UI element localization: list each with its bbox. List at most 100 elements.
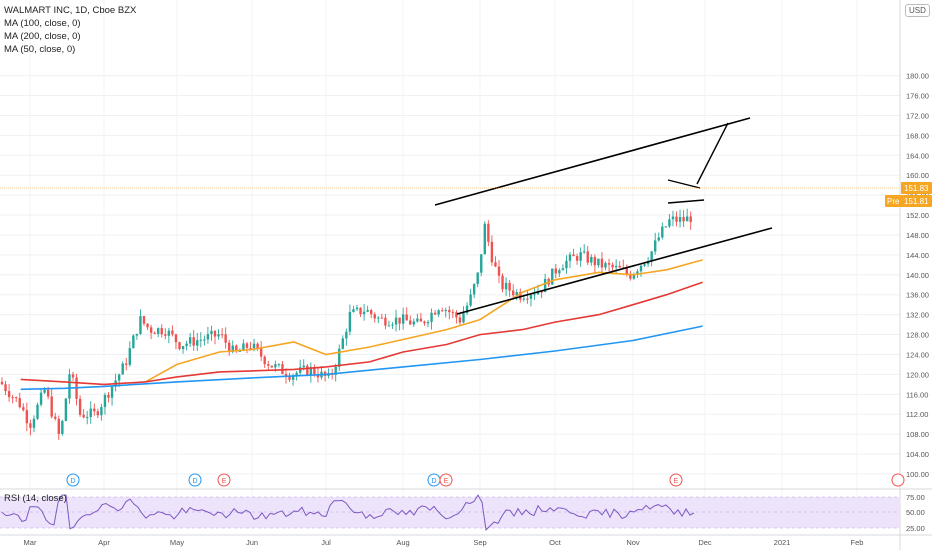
event-marker-label: D (70, 478, 75, 485)
candle-body (203, 339, 206, 341)
candle-body (0, 381, 4, 385)
candle-body (238, 350, 242, 352)
rsi-line (1, 494, 695, 531)
candle-body (462, 313, 465, 323)
candle-body (494, 262, 497, 267)
price-tick-label: 172.00 (906, 111, 929, 120)
candle-body (128, 348, 131, 365)
candle-body (135, 333, 139, 336)
time-tick-label: Sep (473, 538, 486, 547)
candle-body (387, 325, 391, 327)
pre-label: Pre (887, 197, 900, 206)
candle-body (625, 268, 628, 274)
candle-body (554, 268, 557, 274)
candle-body (206, 334, 210, 340)
candle-body (181, 346, 185, 350)
candle-body (348, 311, 352, 332)
price-tick-label: 176.00 (906, 92, 929, 101)
time-tick-label: Jul (321, 538, 331, 547)
candle-body (68, 374, 71, 399)
candle-body (398, 317, 401, 324)
candle-body (142, 316, 146, 324)
candle-body (245, 343, 249, 348)
candle-body (267, 364, 270, 366)
price-tick-label: 164.00 (906, 151, 929, 160)
candle-body (515, 292, 518, 296)
candle-body (593, 256, 597, 266)
rsi-tick-label: 25.00 (906, 524, 925, 533)
candle-body (171, 330, 174, 335)
candle-body (125, 363, 128, 365)
candle-body (107, 394, 110, 398)
candle-body (316, 374, 320, 378)
candle-body (543, 278, 547, 293)
event-marker-label: E (222, 478, 227, 485)
candle-body (568, 254, 572, 261)
candle-body (192, 337, 195, 346)
pennant-top-line[interactable] (667, 179, 701, 189)
candle-body (15, 397, 18, 399)
candle-body (472, 284, 476, 295)
candle-body (196, 340, 199, 346)
time-tick-label: Apr (98, 538, 110, 547)
upper-channel-line[interactable] (434, 117, 751, 206)
rsi-band (0, 497, 900, 528)
price-tick-label: 160.00 (906, 171, 929, 180)
legend-ma50: MA (50, close, 0) (4, 44, 76, 55)
candle-body (93, 408, 96, 412)
candle-body (217, 334, 220, 337)
time-tick-label: Jun (246, 538, 258, 547)
candle-body (391, 324, 394, 326)
candle-body (476, 272, 479, 285)
price-axis[interactable]: 100.00 104.00 108.00 112.00 116.00 120.00 124.… (899, 0, 929, 550)
candle-body (646, 261, 650, 265)
candle-body (370, 310, 373, 315)
candle-body (61, 420, 64, 434)
candle-body (394, 317, 398, 325)
event-marker-label: D (192, 478, 197, 485)
currency-badge[interactable]: USD (905, 4, 930, 17)
rsi-tick-label: 75.00 (906, 493, 925, 502)
candle-body (228, 342, 231, 353)
time-tick-label: Mar (24, 538, 37, 547)
candle-body (590, 256, 593, 263)
candle-body (270, 365, 273, 368)
lower-channel-line[interactable] (456, 227, 773, 315)
price-tick-label: 116.00 (906, 390, 928, 399)
candle-body (284, 373, 288, 377)
candle-body (43, 389, 46, 393)
candle-body (508, 282, 511, 291)
candle-body (529, 295, 533, 299)
candle-body (110, 386, 114, 398)
pennant-bottom-line[interactable] (667, 199, 705, 204)
price-tick-label: 168.00 (906, 131, 929, 140)
candle-body (362, 311, 366, 315)
time-tick-label: Oct (549, 538, 562, 547)
candle-body (32, 418, 36, 428)
moving-averages (20, 259, 703, 391)
candle-body (132, 335, 135, 349)
candle-body (469, 294, 472, 306)
candle-body (586, 251, 589, 263)
candle-body (96, 411, 100, 416)
candle-body (224, 334, 227, 343)
candle-body (210, 330, 213, 335)
candle-body (167, 330, 171, 336)
event-marker-label: D (431, 478, 436, 485)
candle-body (533, 294, 536, 296)
candle-body (100, 407, 103, 416)
candle-body (597, 258, 600, 266)
ma200-line (20, 325, 703, 391)
candle-body (501, 275, 504, 290)
projection-arrow-line[interactable] (696, 122, 729, 185)
price-tick-label: 140.00 (906, 271, 929, 280)
candle-body (412, 321, 415, 325)
time-axis[interactable]: Mar Apr May Jun Jul Aug Sep Oct Nov Dec 2021 Feb (0, 534, 932, 547)
legend-ma100: MA (100, close, 0) (4, 18, 81, 29)
grid (0, 0, 900, 530)
candle-body (89, 408, 92, 417)
candle-body (629, 273, 632, 279)
candle-body (497, 266, 501, 276)
